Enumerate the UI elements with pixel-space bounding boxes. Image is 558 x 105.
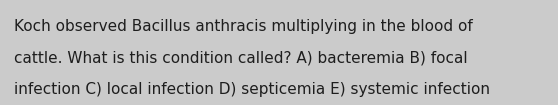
- Text: cattle. What is this condition called? A) bacteremia B) focal: cattle. What is this condition called? A…: [14, 50, 468, 65]
- Text: infection C) local infection D) septicemia E) systemic infection: infection C) local infection D) septicem…: [14, 82, 490, 97]
- Text: Koch observed Bacillus anthracis multiplying in the blood of: Koch observed Bacillus anthracis multipl…: [14, 19, 473, 34]
